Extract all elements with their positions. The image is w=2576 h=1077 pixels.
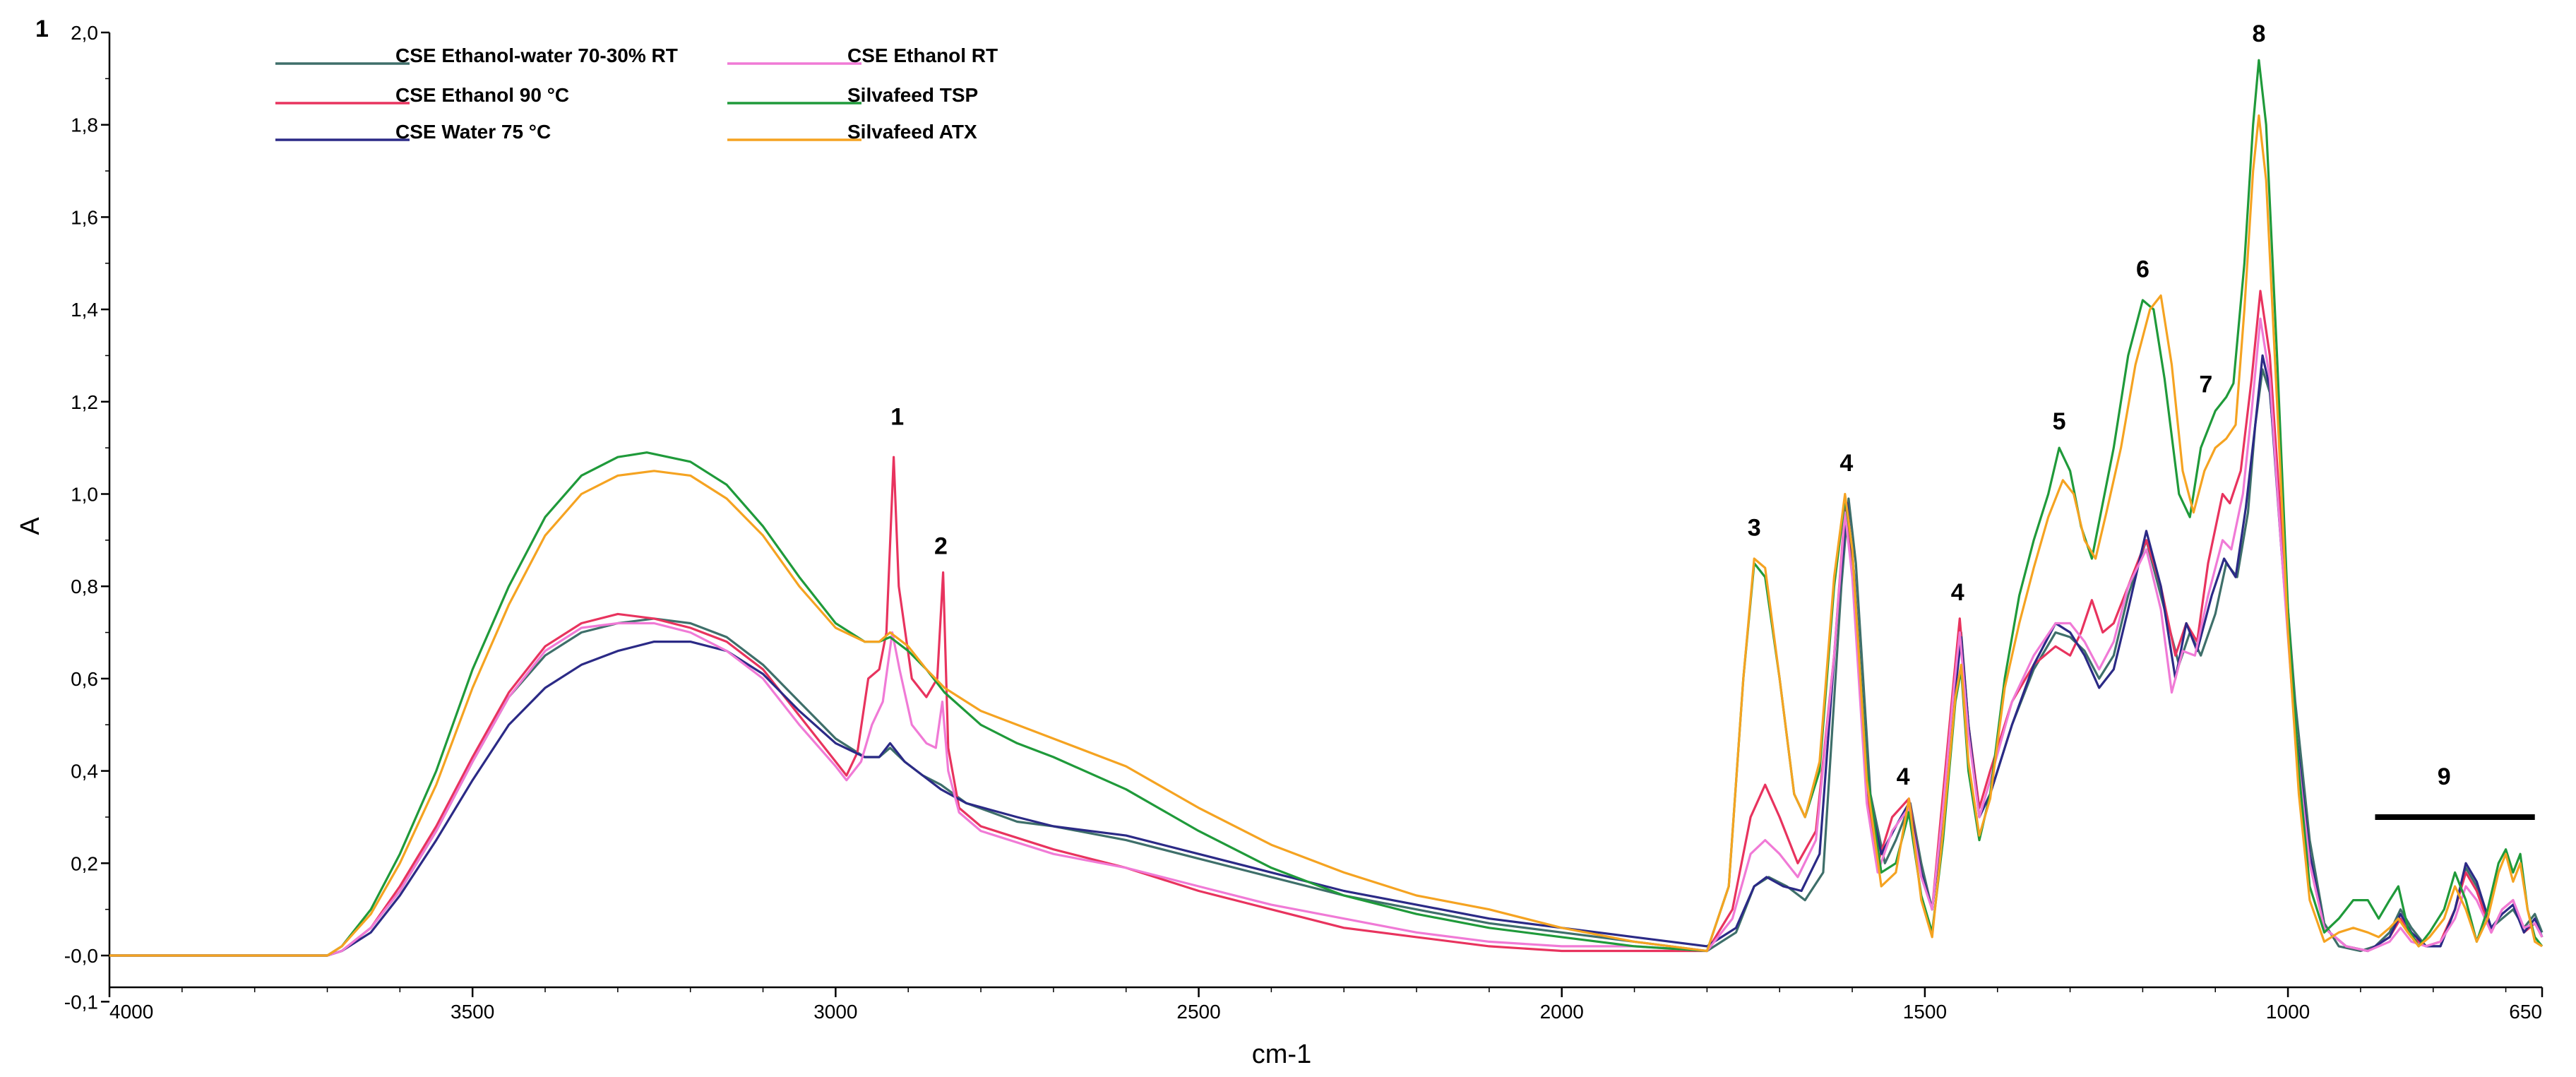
peak-label: 1 — [890, 403, 904, 430]
legend-label: Silvafeed TSP — [847, 84, 978, 106]
series-lines — [109, 59, 2544, 957]
series-line-cse-ethanol-rt — [109, 317, 2544, 957]
y-tick-label: 1,0 — [71, 484, 98, 506]
x-tick-label: 4000 — [109, 1001, 153, 1023]
x-tick-label: 3000 — [813, 1001, 857, 1023]
y-tick-label: 1,2 — [71, 391, 98, 413]
x-tick-label: 3500 — [451, 1001, 494, 1023]
y-tick-label: 0,2 — [71, 852, 98, 874]
legend-label: CSE Water 75 °C — [395, 121, 551, 143]
series-line-cse-ethanol-90-c — [109, 290, 2544, 957]
y-tick-label: 0,8 — [71, 576, 98, 597]
y-tick-label: 1,6 — [71, 206, 98, 228]
y-tick-label: 2,0 — [71, 22, 98, 44]
x-tick-label: 1000 — [2266, 1001, 2310, 1023]
y-tick-label: 1,8 — [71, 114, 98, 136]
peak-label: 6 — [2136, 256, 2149, 282]
peak-label: 4 — [1839, 450, 1853, 477]
x-axis-title: cm-1 — [1252, 1040, 1311, 1069]
y-tick-label: -0,0 — [64, 945, 98, 967]
peak-label: 4 — [1897, 763, 1910, 790]
legend-label: CSE Ethanol 90 °C — [395, 84, 569, 106]
peak-label: 7 — [2199, 371, 2212, 398]
peak-label: 9 — [2438, 763, 2451, 790]
peak-annotations: 1 2 3 4 4 4 5 6 7 8 9 — [890, 20, 2535, 820]
y-tick-label: 0,4 — [71, 761, 98, 783]
peak-label: 8 — [2252, 20, 2265, 47]
axes: 4000 3500 3000 2500 2000 1500 1000 650 2,0 1,8 1,6… — [64, 22, 2544, 1023]
legend-label: CSE Ethanol-water 70-30% RT — [395, 44, 678, 66]
legend-label: CSE Ethanol RT — [847, 44, 998, 66]
peak-label: 5 — [2053, 408, 2066, 435]
legend: CSE Ethanol-water 70-30% RT CSE Ethanol R… — [275, 44, 998, 143]
x-tick-label: 2500 — [1176, 1001, 1220, 1023]
panel-label: 1 — [35, 16, 49, 42]
x-tick-label: 650 — [2509, 1001, 2542, 1023]
legend-label: Silvafeed ATX — [847, 121, 977, 143]
x-tick-label: 2000 — [1540, 1001, 1584, 1023]
y-tick-label: 1,4 — [71, 299, 98, 321]
x-tick-label: 1500 — [1903, 1001, 1947, 1023]
peak-label: 4 — [1951, 579, 1964, 606]
y-tick-label: 0,6 — [71, 668, 98, 690]
series-line-silvafeed-atx — [109, 114, 2543, 957]
y-tick-label: -0,1 — [64, 991, 98, 1013]
peak-label: 2 — [934, 532, 948, 559]
y-axis-title: A — [16, 517, 45, 535]
peak-label: 3 — [1748, 514, 1761, 541]
series-line-cse-ethanol-water-70-30-rt — [109, 368, 2544, 957]
series-line-silvafeed-tsp — [109, 59, 2544, 957]
